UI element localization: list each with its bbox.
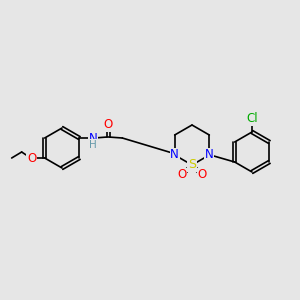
Text: O: O: [104, 118, 113, 131]
Text: O: O: [197, 169, 207, 182]
Text: Cl: Cl: [246, 112, 258, 125]
Text: H: H: [89, 140, 97, 150]
Text: S: S: [188, 158, 196, 172]
Text: N: N: [205, 148, 214, 161]
Text: O: O: [27, 152, 36, 164]
Text: O: O: [177, 169, 187, 182]
Text: N: N: [89, 131, 98, 145]
Text: N: N: [170, 148, 179, 161]
